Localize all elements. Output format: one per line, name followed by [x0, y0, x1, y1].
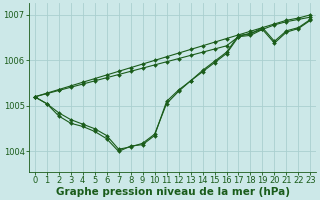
X-axis label: Graphe pression niveau de la mer (hPa): Graphe pression niveau de la mer (hPa) [56, 187, 290, 197]
